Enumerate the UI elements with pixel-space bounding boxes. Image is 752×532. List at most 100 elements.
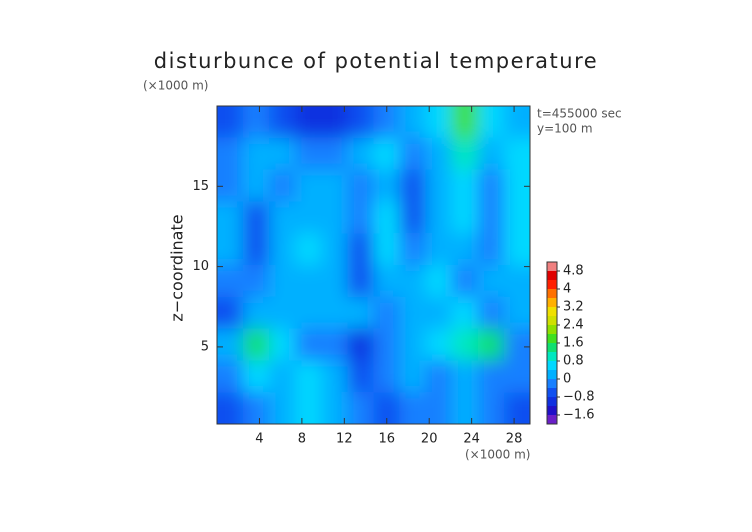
x-tick-label: 28 bbox=[506, 432, 523, 447]
field-cell bbox=[477, 106, 505, 139]
field-cell bbox=[321, 265, 348, 298]
field-cell bbox=[451, 233, 479, 266]
field-cell bbox=[347, 392, 374, 424]
field-cell bbox=[425, 328, 453, 361]
colorbar-label: 0 bbox=[563, 372, 571, 387]
field-cell bbox=[451, 296, 479, 330]
field-cell bbox=[477, 265, 505, 298]
field-cell bbox=[373, 296, 401, 330]
field-cell bbox=[269, 392, 296, 424]
field-cell bbox=[399, 137, 427, 171]
field-cell bbox=[269, 360, 296, 393]
colorbar-band bbox=[547, 271, 557, 280]
field-cell bbox=[347, 265, 374, 298]
field-cell bbox=[503, 296, 530, 330]
field-cell bbox=[373, 233, 401, 266]
colorbar-band bbox=[547, 316, 557, 325]
field-cell bbox=[477, 328, 505, 361]
colorbar-label: 4 bbox=[563, 282, 571, 297]
field-cell bbox=[269, 233, 296, 266]
colorbar-band bbox=[547, 280, 557, 289]
field-cells bbox=[217, 106, 530, 424]
field-cell bbox=[243, 233, 270, 266]
field-cell bbox=[373, 201, 401, 234]
colorbar-band bbox=[547, 406, 557, 415]
field-cell bbox=[347, 328, 374, 361]
x-tick-label: 16 bbox=[378, 432, 395, 447]
field-cell bbox=[321, 169, 348, 202]
annotation: t=455000 sec bbox=[537, 107, 622, 121]
field-cell bbox=[269, 106, 296, 139]
field-cell bbox=[347, 233, 374, 266]
field-cell bbox=[425, 392, 453, 424]
y-tick-label: 5 bbox=[201, 339, 209, 354]
field-cell bbox=[477, 360, 505, 393]
field-cell bbox=[243, 169, 270, 202]
field-cell bbox=[243, 201, 270, 234]
field-cell bbox=[321, 233, 348, 266]
field-cell bbox=[269, 201, 296, 234]
colorbar-band bbox=[547, 415, 557, 424]
field-cell bbox=[295, 296, 322, 330]
field-cell bbox=[503, 233, 530, 266]
field-cell bbox=[425, 296, 453, 330]
field-cell bbox=[295, 328, 322, 361]
field-cell bbox=[477, 169, 505, 202]
field-cell bbox=[321, 201, 348, 234]
field-cell bbox=[269, 296, 296, 330]
field-cell bbox=[217, 392, 244, 424]
field-cell bbox=[243, 392, 270, 424]
field-cell bbox=[373, 169, 401, 202]
field-cell bbox=[399, 328, 427, 361]
field-cell bbox=[217, 201, 244, 234]
field-cell bbox=[399, 265, 427, 298]
colorbar-band bbox=[547, 379, 557, 388]
colorbar-band bbox=[547, 361, 557, 370]
field-cell bbox=[477, 201, 505, 234]
field-cell bbox=[217, 106, 244, 139]
field-cell bbox=[347, 106, 374, 139]
colorbar-label: 3.2 bbox=[563, 300, 584, 315]
field-cell bbox=[295, 265, 322, 298]
field-cell bbox=[217, 328, 244, 361]
field-cell bbox=[503, 328, 530, 361]
y-axis-label: z−coordinate bbox=[168, 214, 187, 321]
field-cell bbox=[425, 106, 453, 139]
field-cell bbox=[477, 296, 505, 330]
colorbar-band bbox=[547, 370, 557, 379]
field-cell bbox=[373, 360, 401, 393]
field-cell bbox=[269, 265, 296, 298]
field-cell bbox=[243, 360, 270, 393]
field-cell bbox=[321, 328, 348, 361]
field-cell bbox=[217, 360, 244, 393]
field-cell bbox=[347, 169, 374, 202]
field-cell bbox=[295, 360, 322, 393]
field-cell bbox=[373, 328, 401, 361]
field-cell bbox=[399, 233, 427, 266]
field-cell bbox=[399, 169, 427, 202]
plot-frame bbox=[216, 105, 531, 425]
x-tick-label: 20 bbox=[421, 432, 438, 447]
field-cell bbox=[503, 137, 530, 171]
colorbar-band bbox=[547, 352, 557, 361]
y-tick-label: 10 bbox=[192, 259, 209, 274]
y-unit: (×1000 m) bbox=[143, 79, 208, 93]
field-cell bbox=[399, 392, 427, 424]
colorbar-band bbox=[547, 298, 557, 307]
colorbar-label: −0.8 bbox=[563, 390, 595, 405]
field-cell bbox=[295, 106, 322, 139]
field-cell bbox=[451, 137, 479, 171]
colorbar-label: 0.8 bbox=[563, 354, 584, 369]
field-cell bbox=[477, 137, 505, 171]
field-cell bbox=[451, 201, 479, 234]
chart-title: disturbunce of potential temperature bbox=[154, 49, 598, 73]
y-tick-label: 15 bbox=[192, 179, 209, 194]
field-cell bbox=[217, 296, 244, 330]
field-cell bbox=[269, 137, 296, 171]
field-cell bbox=[425, 233, 453, 266]
field-cell bbox=[217, 169, 244, 202]
field-cell bbox=[503, 106, 530, 139]
field-cell bbox=[217, 233, 244, 266]
field-cell bbox=[451, 392, 479, 424]
